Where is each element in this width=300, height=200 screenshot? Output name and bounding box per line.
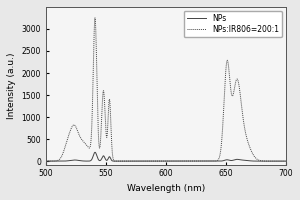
Line: NPs:IR806=200:1: NPs:IR806=200:1	[46, 18, 286, 161]
X-axis label: Wavelength (nm): Wavelength (nm)	[127, 184, 205, 193]
Y-axis label: Intensity (a.u.): Intensity (a.u.)	[7, 53, 16, 119]
NPs	[86, 160, 89, 162]
Legend: NPs, NPs:IR806=200:1: NPs, NPs:IR806=200:1	[184, 11, 282, 37]
NPs:IR806=200:1	[44, 160, 48, 162]
NPs	[93, 151, 97, 154]
NPs:IR806=200:1	[136, 160, 140, 162]
NPs	[284, 160, 287, 162]
NPs	[254, 160, 257, 162]
NPs:IR806=200:1	[93, 17, 97, 19]
NPs:IR806=200:1	[86, 145, 89, 147]
NPs	[158, 160, 161, 162]
NPs	[146, 160, 150, 162]
NPs:IR806=200:1	[147, 160, 150, 162]
NPs:IR806=200:1	[279, 160, 283, 162]
NPs	[44, 160, 48, 162]
NPs	[279, 160, 283, 162]
NPs:IR806=200:1	[254, 157, 257, 159]
Line: NPs: NPs	[46, 152, 286, 161]
NPs:IR806=200:1	[146, 160, 150, 162]
NPs	[71, 159, 75, 161]
NPs:IR806=200:1	[284, 160, 287, 162]
NPs	[136, 160, 140, 162]
NPs:IR806=200:1	[71, 124, 75, 126]
